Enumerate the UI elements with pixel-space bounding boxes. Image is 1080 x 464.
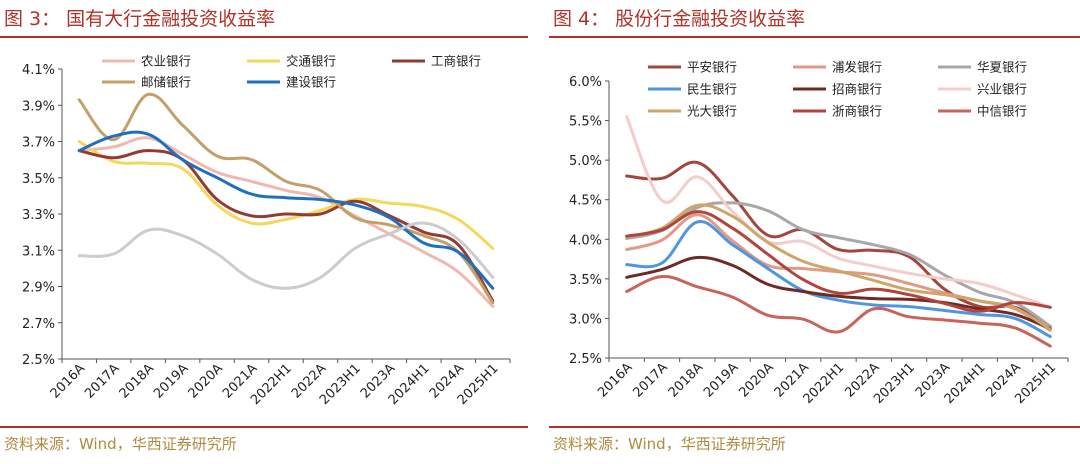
left-y-tick-label: 2.9% [22,281,55,296]
right-y-tick-label: 3.5% [569,273,602,288]
left-y-tick-label: 4.1% [22,63,55,78]
left-legend-label: 邮储银行 [141,75,191,90]
left-y-tick-label: 3.5% [22,172,55,187]
left-chart: 4.1%3.9%3.7%3.5%3.3%3.1%2.9%2.7%2.5%2016… [22,54,511,408]
right-legend-label: 光大银行 [687,104,737,119]
left-y-tick-label: 3.9% [22,99,55,114]
left-y-tick-label: 2.5% [22,353,55,368]
right-legend-label: 平安银行 [687,60,737,75]
right-x-tick-label: 2019A [701,360,741,400]
left-x-tick-label: 2018A [117,361,157,401]
right-legend-label: 华夏银行 [977,60,1027,75]
right-y-tick-label: 2.5% [569,352,602,367]
right-y-tick-label: 3.0% [569,312,602,327]
left-y-tick-label: 3.3% [22,208,55,223]
left-x-tick-label: 2017A [82,361,122,401]
right-y-tick-label: 5.0% [569,154,602,169]
right-x-tick-label: 2020A [736,360,776,400]
right-series-line-8 [625,210,1052,313]
right-legend-label: 浦发银行 [832,60,882,75]
left-series-line-5 [77,130,495,290]
right-chart-title: 图 4： 股份行金融投资收益率 [553,8,806,30]
right-series-line-6 [625,115,1052,309]
right-series-line-4 [625,220,1052,339]
left-series-line-1 [77,136,495,308]
right-legend-label: 招商银行 [832,82,882,97]
right-x-tick-label: 2018A [666,360,706,400]
right-source-rule [549,426,1080,428]
left-legend-label: 工商银行 [431,54,481,69]
right-chart: 6.0%5.5%5.0%4.5%4.0%3.5%3.0%2.5%2016A201… [569,60,1069,407]
right-series-line-2 [625,213,1052,332]
right-legend-label: 浙商银行 [832,104,882,119]
right-source: 资料来源：Wind，华西证券研究所 [553,435,786,453]
left-legend-label: 建设银行 [286,75,336,90]
left-x-tick-label: 2020A [186,361,226,401]
right-series-line-1 [625,160,1052,328]
left-series-line-3 [77,149,495,303]
right-legend-label: 兴业银行 [977,82,1027,97]
right-y-tick-label: 6.0% [569,75,602,90]
right-series-line-7 [625,203,1052,331]
right-legend-label: 民生银行 [687,82,737,97]
left-source: 资料来源：Wind，华西证券研究所 [4,435,237,453]
right-series-line-3 [625,201,1052,328]
right-y-tick-label: 4.5% [569,194,602,209]
left-y-tick-label: 2.7% [22,317,55,332]
left-legend-label: 农业银行 [141,54,191,69]
left-source-rule [0,426,528,428]
left-y-tick-label: 3.1% [22,244,55,259]
right-y-tick-label: 5.5% [569,115,602,130]
right-x-tick-label: 2017A [630,360,670,400]
left-series-line-6 [77,221,495,290]
right-y-tick-label: 4.0% [569,233,602,248]
left-series-line-4 [77,92,495,305]
left-x-tick-label: 2019A [151,361,191,401]
left-chart-title: 图 3： 国有大行金融投资收益率 [4,8,276,30]
left-series-line-2 [77,140,495,250]
right-series-line-5 [625,255,1052,331]
right-series-line-9 [625,274,1052,348]
right-title-rule [549,36,1080,38]
right-legend-label: 中信银行 [977,104,1027,119]
left-title-rule [0,36,528,38]
left-legend-label: 交通银行 [286,54,336,69]
left-y-tick-label: 3.7% [22,136,55,151]
